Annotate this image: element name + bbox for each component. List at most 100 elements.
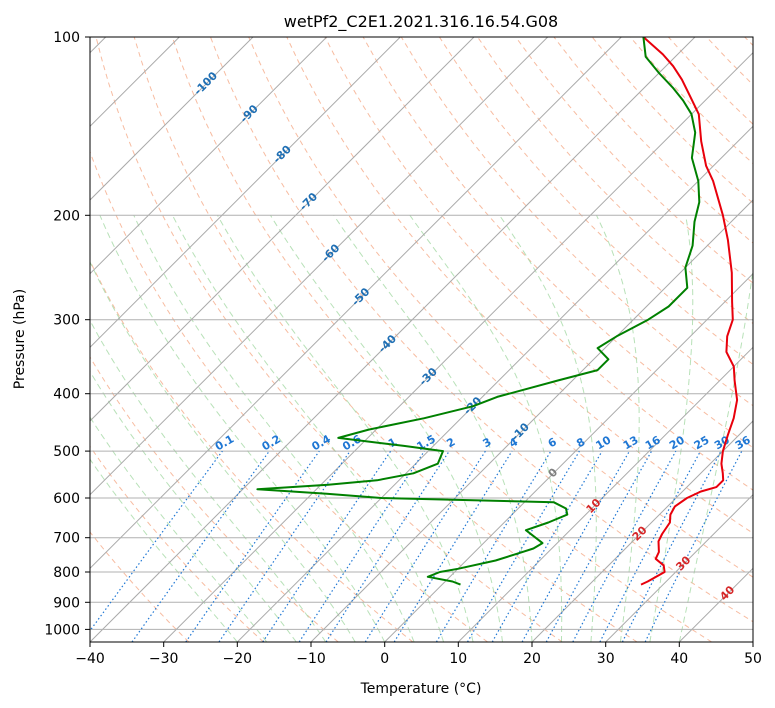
mixing-ratio-label: 6 bbox=[546, 435, 559, 450]
mixing-ratio-label: 3 bbox=[480, 435, 493, 450]
y-axis: 100 200 300 400 500 600 700 800 900 1000 bbox=[44, 30, 90, 638]
dry-adiabat-line bbox=[210, 37, 753, 623]
x-axis: −40 −30 −20 −10 0 10 20 30 40 50 bbox=[75, 642, 762, 667]
moist-adiabat-line bbox=[596, 215, 640, 642]
isotherm-line bbox=[236, 125, 753, 642]
mixing-ratio-label: 13 bbox=[621, 433, 641, 452]
moist-adiabat-line bbox=[217, 215, 474, 642]
dry-adiabat-line bbox=[171, 37, 712, 642]
x-tick-label: −20 bbox=[223, 651, 253, 667]
y-tick-label: 200 bbox=[53, 208, 80, 224]
isotherm-line bbox=[531, 420, 753, 642]
dry-adiabat-line bbox=[668, 37, 753, 125]
y-tick-label: 700 bbox=[53, 531, 80, 547]
y-tick-label: 800 bbox=[53, 565, 80, 581]
mixing-ratio-line bbox=[218, 450, 351, 642]
dry-adiabat-line bbox=[400, 37, 753, 407]
dewpoint-trace bbox=[256, 37, 701, 586]
dry-adiabat-line bbox=[90, 531, 190, 642]
mixing-ratio-label: 2 bbox=[444, 435, 457, 450]
dry-adiabat-line bbox=[90, 259, 414, 642]
mixing-ratio-line bbox=[131, 450, 270, 642]
isotherm-line bbox=[384, 272, 753, 642]
dry-adiabat-line bbox=[90, 445, 264, 642]
x-tick-label: 30 bbox=[597, 651, 615, 667]
x-tick-label: −10 bbox=[296, 651, 326, 667]
mixing-ratio-line bbox=[185, 450, 320, 642]
x-tick-label: 40 bbox=[670, 651, 688, 667]
y-tick-label: 600 bbox=[53, 491, 80, 507]
dry-adiabat-line bbox=[553, 37, 753, 244]
y-axis-label: Pressure (hPa) bbox=[12, 289, 28, 389]
y-tick-label: 300 bbox=[53, 313, 80, 329]
x-axis-label: Temperature (°C) bbox=[360, 681, 482, 697]
mixing-ratio-line bbox=[90, 450, 223, 632]
mixing-ratio-label: 8 bbox=[574, 435, 587, 450]
isotherm-line bbox=[90, 37, 328, 275]
x-tick-label: 10 bbox=[449, 651, 467, 667]
moist-adiabat-line bbox=[133, 215, 415, 642]
mixing-ratio-label: 1 bbox=[386, 435, 399, 450]
isotherm-line bbox=[90, 37, 254, 201]
x-tick-label: −30 bbox=[149, 651, 179, 667]
y-tick-label: 500 bbox=[53, 444, 80, 460]
moist-adiabat-line bbox=[90, 319, 327, 642]
x-tick-label: 50 bbox=[744, 651, 762, 667]
y-tick-label: 400 bbox=[53, 387, 80, 403]
isotherm-line bbox=[90, 37, 401, 349]
dry-adiabat-line bbox=[744, 37, 753, 47]
mixing-ratio-line bbox=[644, 450, 743, 642]
mixing-ratio-label: 30 bbox=[712, 433, 732, 452]
dry-adiabat-line bbox=[591, 37, 753, 204]
mixing-ratio-line bbox=[325, 450, 450, 642]
temperature-trace bbox=[640, 37, 739, 586]
mixing-ratio-label: 0.2 bbox=[260, 432, 283, 453]
isotherm-line bbox=[90, 37, 696, 642]
moist-adiabat-line bbox=[678, 265, 753, 642]
isotherm-line bbox=[605, 493, 753, 642]
x-tick-label: 0 bbox=[380, 651, 389, 667]
dry-adiabat-line bbox=[90, 150, 488, 642]
dry-adiabat-line bbox=[706, 37, 753, 86]
mixing-ratio-label: 16 bbox=[643, 433, 663, 452]
mixing-ratio-lines bbox=[90, 450, 743, 642]
mixing-ratio-line bbox=[393, 450, 513, 642]
x-tick-label: −40 bbox=[75, 651, 105, 667]
dry-adiabat-line bbox=[95, 37, 563, 642]
mixing-ratio-label: 10 bbox=[594, 433, 614, 452]
mixing-ratio-line bbox=[298, 450, 425, 642]
mixing-ratio-label: 20 bbox=[667, 433, 687, 452]
plot-frame bbox=[89, 36, 754, 643]
isotherm-line bbox=[752, 641, 753, 642]
moist-adiabat-line bbox=[99, 215, 386, 642]
dry-adiabat-line bbox=[90, 356, 339, 642]
isotherm-line bbox=[90, 37, 475, 422]
dry-adiabat-line bbox=[248, 37, 753, 578]
isotherm-line bbox=[90, 37, 622, 570]
moist-adiabat-line bbox=[649, 215, 694, 642]
mixing-ratio-label: 0.4 bbox=[310, 432, 334, 453]
isotherm-line bbox=[310, 199, 753, 642]
moist-adiabat-line bbox=[409, 215, 563, 642]
y-tick-label: 900 bbox=[53, 595, 80, 611]
moist-adiabat-line bbox=[90, 458, 238, 642]
y-tick-label: 100 bbox=[53, 30, 80, 46]
mixing-ratio-line bbox=[521, 450, 631, 642]
isotherm-line bbox=[90, 37, 549, 496]
moist-adiabat-line bbox=[90, 416, 268, 642]
moist-adiabat-line bbox=[333, 215, 533, 642]
moist-adiabat-line bbox=[270, 215, 503, 642]
moist-adiabat-line bbox=[90, 370, 297, 642]
isotherm-line bbox=[457, 346, 753, 642]
moist-adiabat-line bbox=[172, 215, 445, 642]
mixing-ratio-line bbox=[572, 450, 677, 642]
chart-title: wetPf2_C2E1.2021.316.16.54.G08 bbox=[284, 12, 558, 32]
isotherm-line bbox=[163, 51, 753, 642]
dry-adiabat-line bbox=[133, 37, 638, 642]
mixing-ratio-line bbox=[599, 450, 702, 642]
isobars bbox=[90, 37, 753, 630]
y-tick-label: 1000 bbox=[44, 622, 80, 638]
mixing-ratio-line bbox=[466, 450, 580, 642]
